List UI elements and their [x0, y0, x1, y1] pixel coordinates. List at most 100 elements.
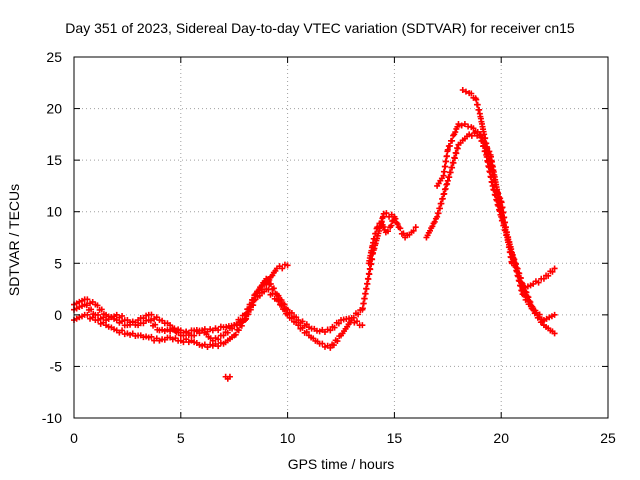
data-point — [148, 311, 155, 318]
data-point — [378, 219, 385, 226]
data-point — [412, 224, 419, 231]
data-point — [400, 230, 407, 237]
data-point — [551, 265, 558, 272]
data-point — [266, 276, 273, 283]
data-point — [551, 330, 558, 337]
data-point — [152, 321, 159, 328]
data-point — [503, 229, 510, 236]
data-point — [367, 266, 374, 273]
data-point — [502, 219, 509, 226]
plot-frame — [73, 56, 609, 419]
data-point — [452, 129, 459, 136]
data-point — [335, 320, 342, 327]
y-tick-label: 15 — [46, 152, 62, 168]
data-point — [485, 150, 492, 157]
data-point — [119, 327, 126, 334]
grid-lines — [74, 57, 608, 418]
data-point — [394, 221, 401, 228]
data-point — [451, 155, 458, 162]
data-point — [366, 271, 373, 278]
y-tick-label: 20 — [46, 101, 62, 117]
data-point — [392, 215, 399, 222]
data-point — [129, 318, 136, 325]
data-point — [167, 322, 174, 329]
data-point — [278, 302, 285, 309]
y-tick-label: -5 — [50, 358, 63, 374]
data-point — [365, 276, 372, 283]
y-tick-label: 0 — [54, 307, 62, 323]
data-point — [330, 342, 337, 349]
y-tick-label: 25 — [46, 49, 62, 65]
data-point — [551, 311, 558, 318]
data-point — [83, 302, 90, 309]
data-point — [251, 292, 258, 299]
data-point — [483, 140, 490, 147]
data-point — [250, 297, 257, 304]
data-point — [355, 311, 362, 318]
data-point — [484, 145, 491, 152]
data-point — [258, 286, 265, 293]
data-point — [242, 316, 249, 323]
data-point — [524, 296, 531, 303]
axis-ticks: 0 5 10 15 20 25 -10 -5 0 5 10 15 20 25 — [42, 49, 616, 446]
data-point — [148, 333, 155, 340]
data-point — [364, 281, 371, 287]
data-point — [458, 122, 465, 129]
data-point — [446, 142, 453, 149]
data-point — [500, 209, 507, 216]
data-point — [442, 163, 449, 170]
data-point — [449, 137, 456, 144]
data-point — [486, 155, 493, 162]
data-point — [447, 169, 454, 176]
y-tick-label: -10 — [42, 410, 62, 426]
x-tick-label: 10 — [280, 430, 296, 446]
data-point — [327, 327, 334, 334]
data-point — [410, 227, 417, 234]
data-point — [527, 301, 534, 308]
data-point — [98, 306, 105, 313]
data-point — [536, 311, 543, 318]
data-point — [232, 331, 239, 338]
data-point — [220, 332, 227, 339]
data-point — [504, 234, 511, 241]
data-point — [498, 199, 505, 206]
data-point — [470, 125, 477, 132]
data-point — [215, 327, 222, 334]
data-point — [281, 306, 288, 313]
data-point — [380, 223, 387, 230]
data-point — [508, 260, 515, 267]
data-point — [94, 302, 101, 309]
data-point — [521, 292, 528, 299]
data-point — [374, 224, 381, 231]
data-point — [482, 135, 489, 142]
data-point — [248, 301, 255, 308]
data-point — [226, 373, 233, 380]
data-point — [319, 340, 326, 347]
data-point — [477, 132, 484, 139]
data-point — [183, 328, 190, 335]
x-tick-label: 15 — [387, 430, 403, 446]
data-point — [147, 317, 154, 324]
data-point — [361, 295, 368, 302]
data-point — [359, 322, 366, 329]
data-point — [449, 164, 456, 171]
data-point — [383, 210, 390, 217]
data-point — [397, 225, 404, 232]
data-point — [431, 218, 438, 225]
data-point — [450, 159, 457, 166]
data-point — [388, 222, 395, 229]
data-point — [459, 87, 466, 94]
data-point — [461, 121, 468, 128]
x-tick-label: 5 — [177, 430, 185, 446]
data-point — [215, 343, 222, 350]
data-point — [88, 306, 95, 313]
data-points — [71, 87, 558, 382]
data-point — [284, 262, 291, 269]
data-point — [334, 338, 341, 345]
y-tick-label: 5 — [54, 255, 62, 271]
data-point — [327, 344, 334, 351]
x-tick-label: 0 — [70, 430, 78, 446]
data-point — [224, 329, 231, 336]
data-point — [384, 228, 391, 235]
